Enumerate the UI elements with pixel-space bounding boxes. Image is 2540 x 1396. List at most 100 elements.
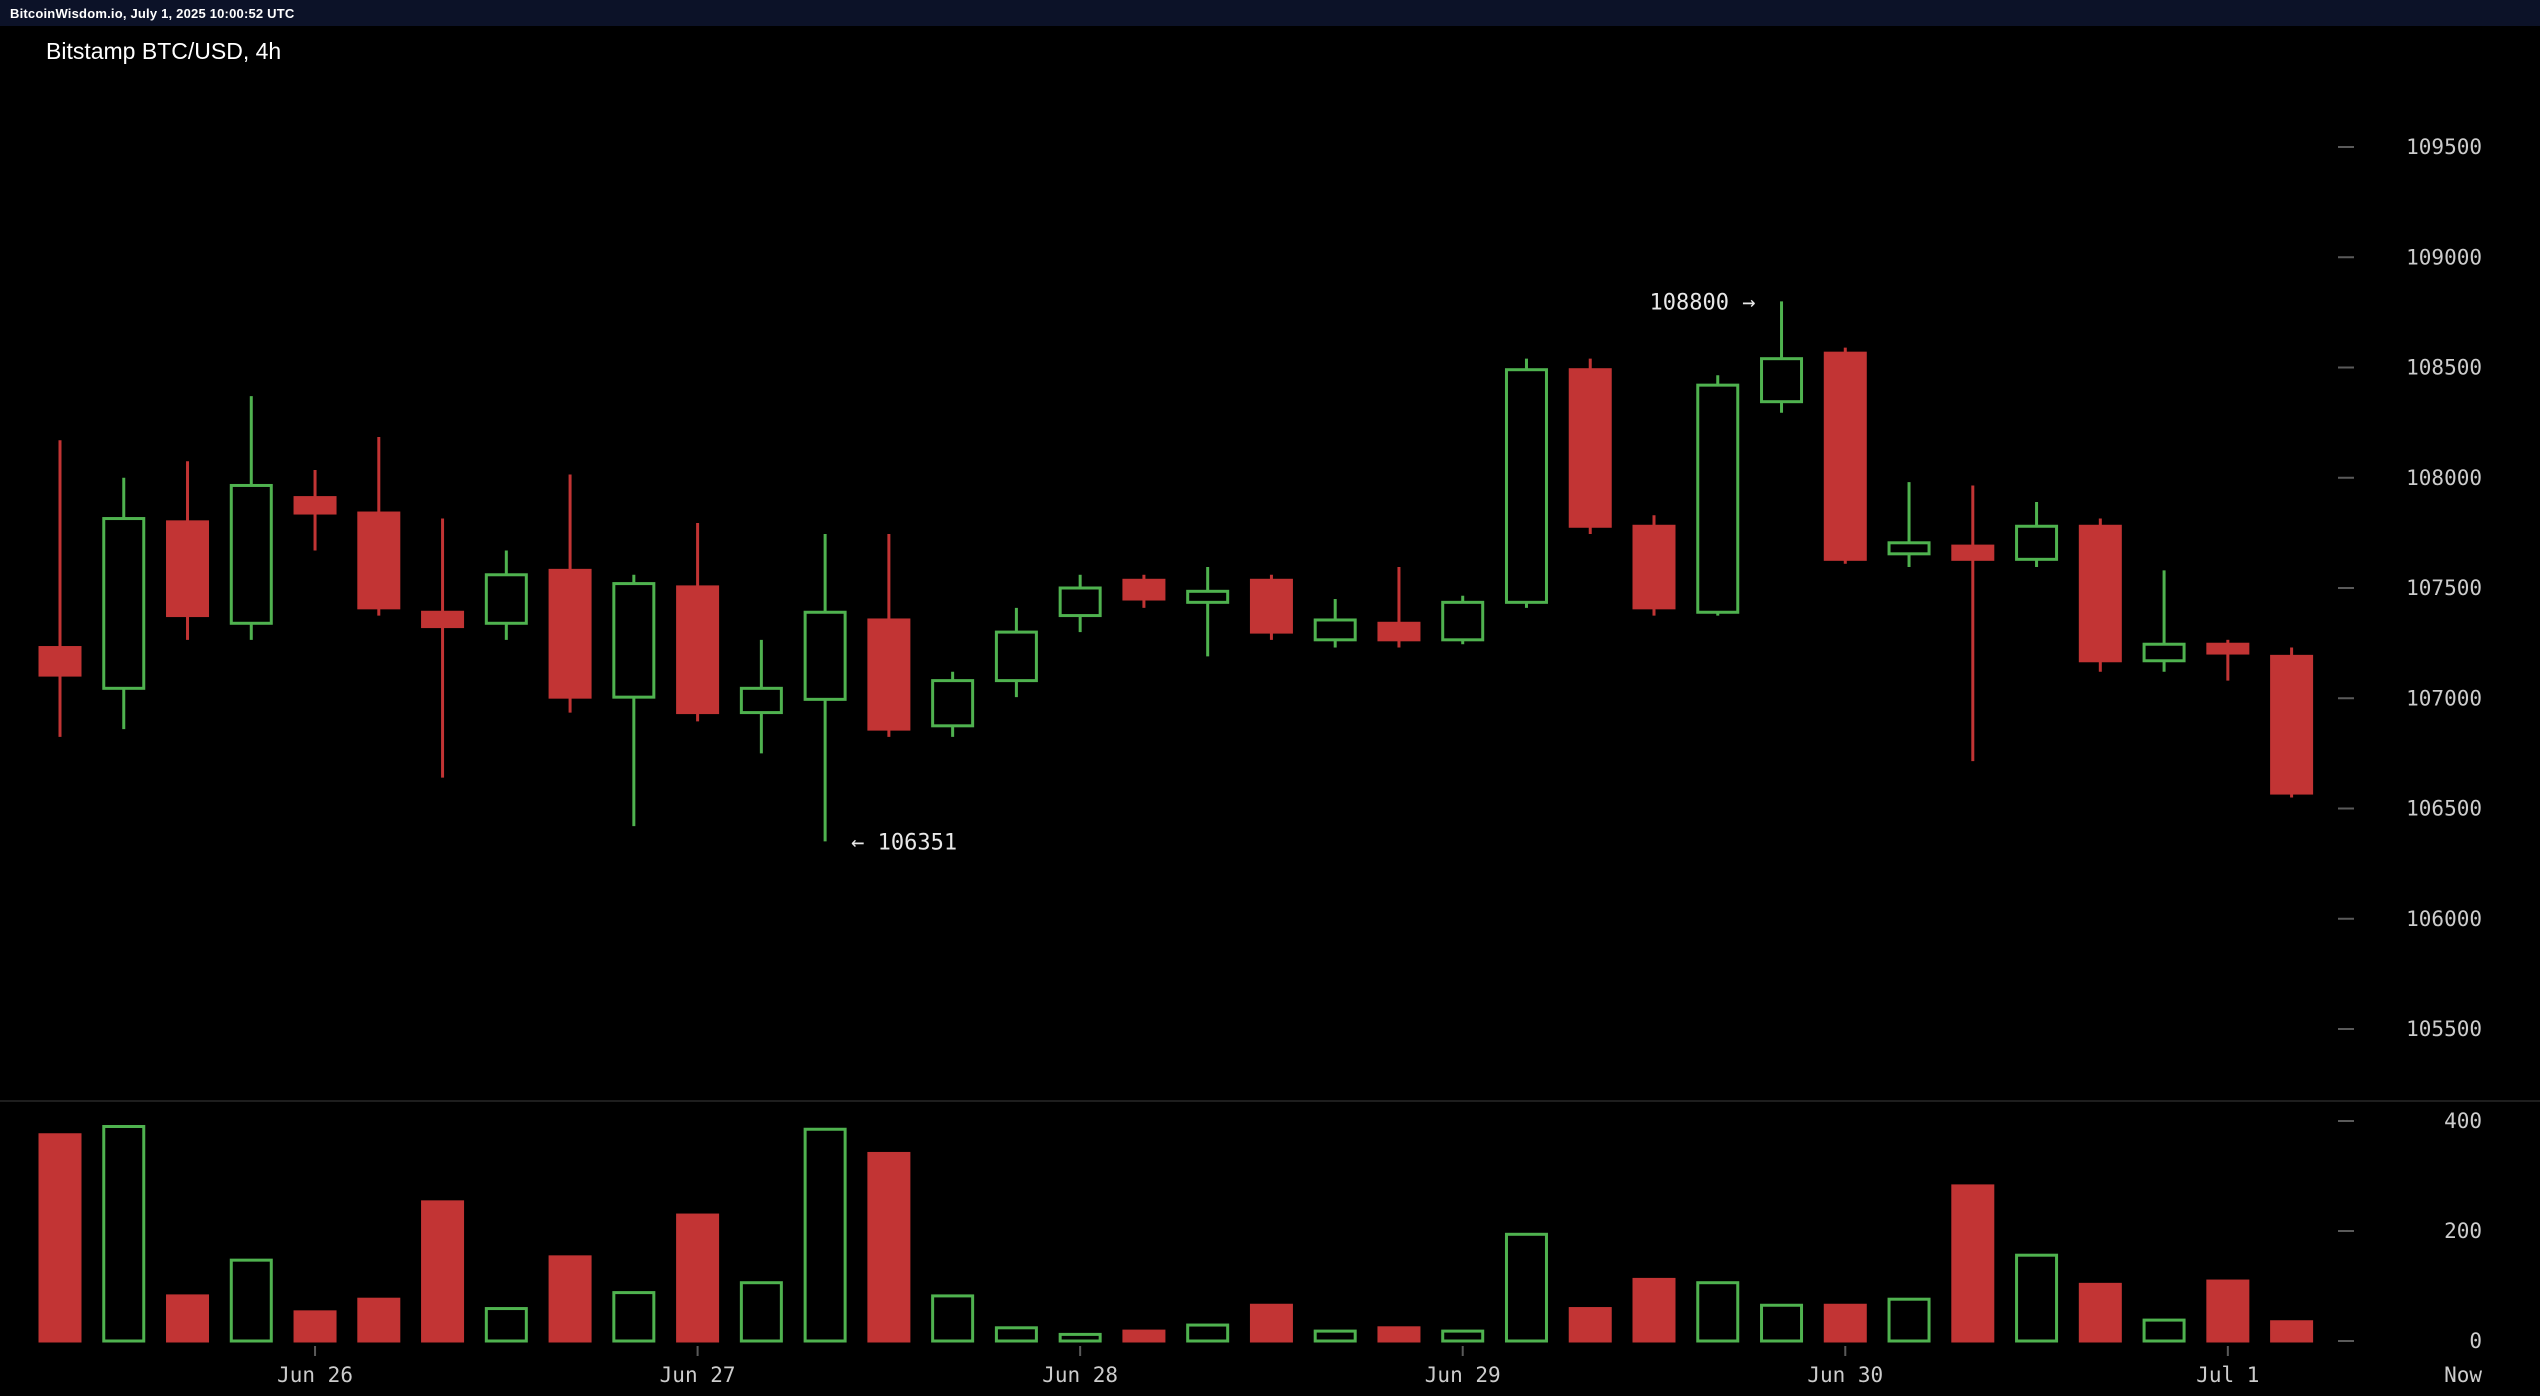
candle-body-down <box>676 585 720 715</box>
candle-body-up <box>1186 589 1230 604</box>
volume-bar-up <box>739 1281 783 1343</box>
volume-bar-down <box>421 1200 465 1343</box>
candle-body-down <box>357 511 401 610</box>
volume-bars <box>38 1125 2314 1343</box>
price-tick-label: 106000 <box>2406 907 2482 931</box>
volume-bar-down <box>867 1151 911 1343</box>
candle-body-up <box>739 686 783 715</box>
candle-body-down <box>1249 578 1293 634</box>
price-tick-label: 109000 <box>2406 245 2482 269</box>
volume-bar-up <box>612 1291 656 1343</box>
volume-tick-label: 200 <box>2444 1219 2482 1243</box>
candle-body-down <box>166 520 210 618</box>
candle-body-up <box>229 483 273 625</box>
candle-body-down <box>2206 642 2250 655</box>
topbar-title: BitcoinWisdom.io, July 1, 2025 10:00:52 … <box>10 5 295 21</box>
volume-bar-up <box>2015 1253 2059 1343</box>
candle-body-up <box>1313 618 1357 642</box>
annotations: 108800 → ← 106351 <box>851 290 1755 855</box>
date-label: Jun 29 <box>1425 1363 1501 1387</box>
date-label: Jun 27 <box>660 1363 736 1387</box>
volume-bar-up <box>1504 1232 1548 1343</box>
price-tick-label: 108500 <box>2406 356 2482 380</box>
volume-tick-label: 0 <box>2469 1329 2482 1353</box>
candle-body-up <box>2015 524 2059 561</box>
volume-bar-down <box>548 1255 592 1343</box>
price-tick-label: 107500 <box>2406 576 2482 600</box>
volume-bar-up <box>1760 1303 1804 1343</box>
volume-bar-up <box>229 1258 273 1343</box>
date-label: Jul 1 <box>2196 1363 2259 1387</box>
candle-body-up <box>612 582 656 699</box>
volume-bar-down <box>1122 1329 1166 1343</box>
volume-bar-down <box>2078 1282 2122 1343</box>
volume-bar-up <box>1887 1297 1931 1343</box>
candle-body-up <box>1760 357 1804 404</box>
price-axis: 109500 109000 108500 108000 107500 107000 1065… <box>2338 135 2482 1041</box>
date-label: Jun 26 <box>277 1363 353 1387</box>
candle-body-up <box>1441 600 1485 642</box>
volume-bar-up <box>484 1307 528 1343</box>
volume-tick-label: 400 <box>2444 1109 2482 1133</box>
low-price-annotation: ← 106351 <box>851 830 957 855</box>
price-tick-label: 109500 <box>2406 135 2482 159</box>
candle-body-down <box>1632 524 1676 610</box>
candle-body-up <box>1504 368 1548 604</box>
volume-bar-down <box>2206 1279 2250 1343</box>
volume-bar-up <box>1441 1329 1485 1343</box>
volume-bar-up <box>102 1125 146 1343</box>
volume-bar-up <box>1058 1332 1102 1343</box>
candle-body-up <box>994 630 1038 683</box>
candle-body-down <box>1823 351 1867 561</box>
candle-body-down <box>1951 544 1995 561</box>
candle-body-down <box>1377 621 1421 642</box>
volume-bar-up <box>994 1326 1038 1343</box>
now-label: Now <box>2444 1363 2482 1387</box>
volume-bar-down <box>1568 1307 1612 1343</box>
price-tick-label: 108000 <box>2406 466 2482 490</box>
date-axis: Jun 26 Jun 27 Jun 28 Jun 29 Jun 30 Jul 1 Now <box>277 1346 2482 1387</box>
volume-axis: 400 200 0 <box>2338 1109 2482 1353</box>
date-label: Jun 28 <box>1042 1363 1118 1387</box>
volume-bar-down <box>38 1133 82 1343</box>
high-price-annotation: 108800 → <box>1650 290 1756 315</box>
volume-bar-down <box>1249 1303 1293 1343</box>
volume-bar-down <box>166 1294 210 1343</box>
candle-body-down <box>867 618 911 731</box>
volume-bar-down <box>1823 1303 1867 1343</box>
volume-bar-up <box>1313 1329 1357 1343</box>
volume-bar-down <box>357 1297 401 1343</box>
volume-bar-down <box>1951 1184 1995 1343</box>
candle-body-down <box>38 646 82 677</box>
candle-body-down <box>2270 654 2314 795</box>
volume-bar-up <box>2142 1318 2186 1343</box>
candle-body-up <box>1696 383 1740 614</box>
volume-bar-down <box>1632 1277 1676 1343</box>
candle-body-down <box>2078 524 2122 663</box>
candle-body-down <box>421 610 465 629</box>
volume-bar-down <box>676 1213 720 1343</box>
candle-body-up <box>2142 642 2186 663</box>
candle-body-down <box>548 568 592 699</box>
price-tick-label: 105500 <box>2406 1017 2482 1041</box>
volume-bar-down <box>2270 1320 2314 1343</box>
volume-bar-down <box>1377 1326 1421 1343</box>
candles <box>38 301 2314 842</box>
candle-body-up <box>484 573 528 625</box>
volume-bar-up <box>1696 1281 1740 1343</box>
volume-bar-down <box>293 1310 337 1343</box>
candle-body-up <box>1887 541 1931 556</box>
volume-bar-up <box>803 1127 847 1343</box>
candle-body-up <box>931 679 975 728</box>
candle-body-down <box>293 496 337 515</box>
candle-body-down <box>1568 368 1612 528</box>
date-label: Jun 30 <box>1807 1363 1883 1387</box>
topbar: BitcoinWisdom.io, July 1, 2025 10:00:52 … <box>0 0 2540 26</box>
candle-body-up <box>803 610 847 701</box>
volume-bar-up <box>931 1294 975 1343</box>
price-tick-label: 106500 <box>2406 797 2482 821</box>
price-tick-label: 107000 <box>2406 686 2482 710</box>
candle-body-up <box>102 517 146 690</box>
